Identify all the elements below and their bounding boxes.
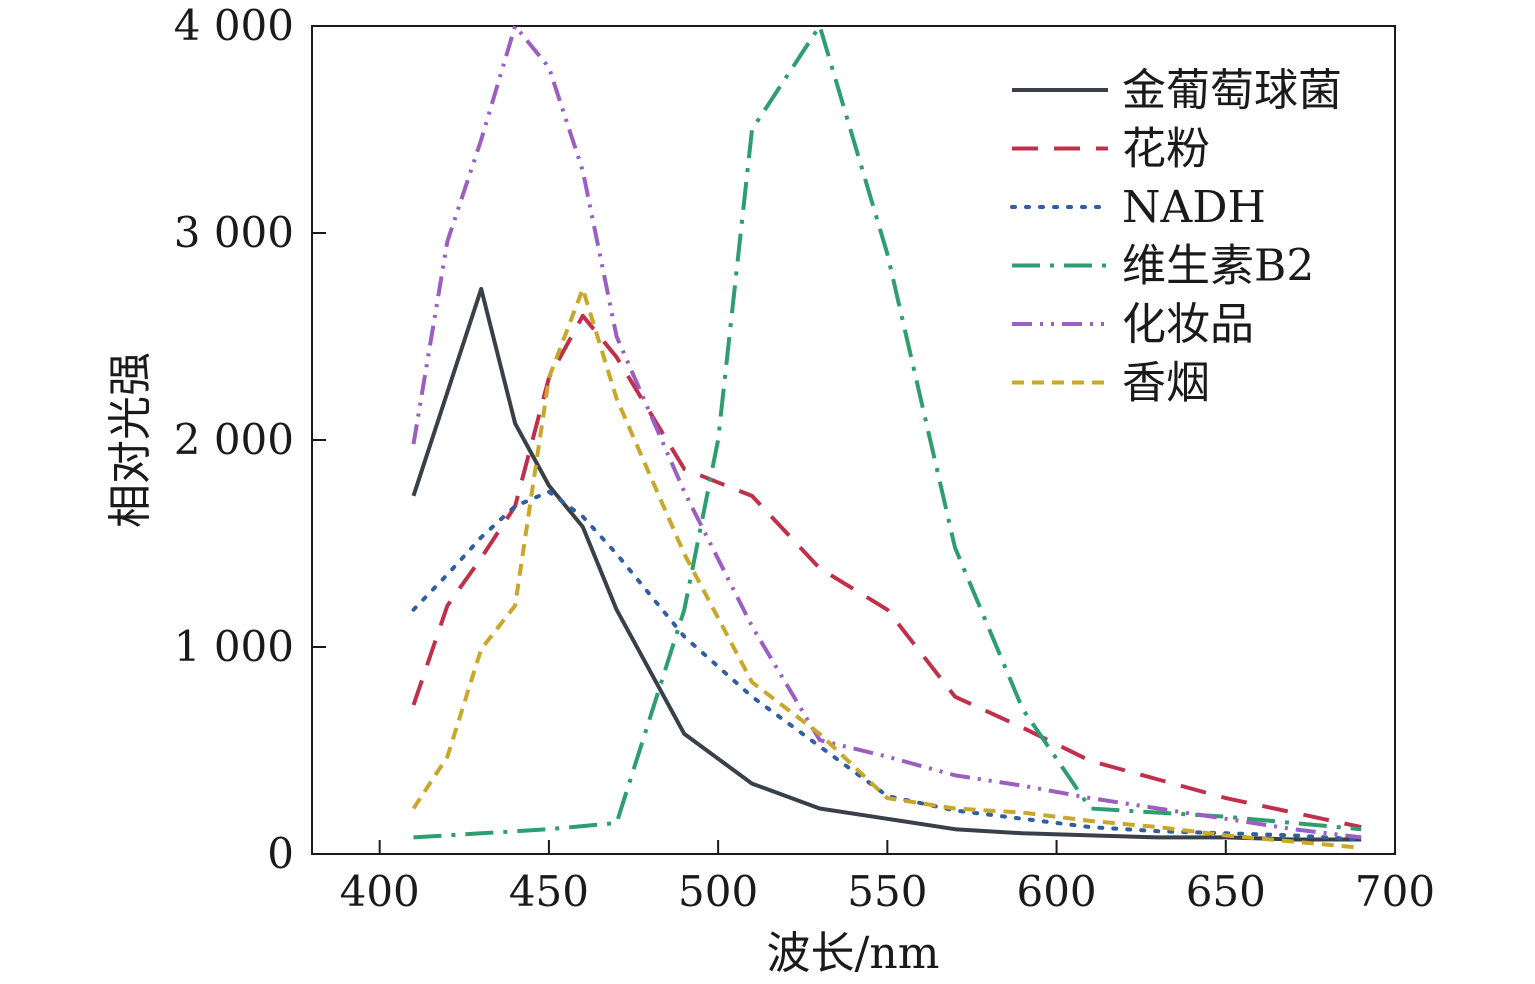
x-tick-label: 600: [1016, 867, 1096, 916]
x-tick-label: 400: [340, 867, 420, 916]
x-tick-label: 450: [509, 867, 589, 916]
x-tick-label: 650: [1186, 867, 1266, 916]
plot-frame: [311, 25, 1396, 855]
y-tick-label: 1 000: [174, 622, 294, 671]
y-tick-label: 4 000: [174, 1, 294, 50]
legend-label: 金葡萄球菌: [1122, 65, 1342, 116]
plot-area: [311, 25, 1396, 855]
series-line-1: [411, 313, 1362, 830]
series-layer: [411, 24, 1364, 850]
series-line-2: [411, 489, 1364, 842]
x-tick-label: 550: [847, 867, 927, 916]
x-tick-label: 700: [1355, 867, 1435, 916]
legend-label: NADH: [1122, 182, 1266, 233]
y-tick-label: 3 000: [174, 208, 294, 257]
legend-label: 花粉: [1122, 124, 1210, 175]
y-tick-label: 0: [267, 829, 294, 878]
legend-label: 化妆品: [1122, 299, 1254, 350]
series-line-4: [411, 24, 1362, 840]
series-line-3: [413, 24, 1362, 840]
x-axis-title: 波长/nm: [767, 928, 940, 979]
x-tick-label: 500: [678, 867, 758, 916]
y-axis: 0 1 000 2 000 3 000 4 000: [174, 1, 326, 878]
series-line-5: [411, 286, 1362, 850]
legend-label: 香烟: [1122, 358, 1210, 409]
y-tick-label: 2 000: [174, 415, 294, 464]
legend-label: 维生素B2: [1122, 241, 1314, 292]
series-line-0: [411, 286, 1362, 842]
x-axis: 400 450 500 550 600 650 700: [340, 840, 1435, 916]
y-axis-title: 相对光强: [105, 352, 156, 528]
